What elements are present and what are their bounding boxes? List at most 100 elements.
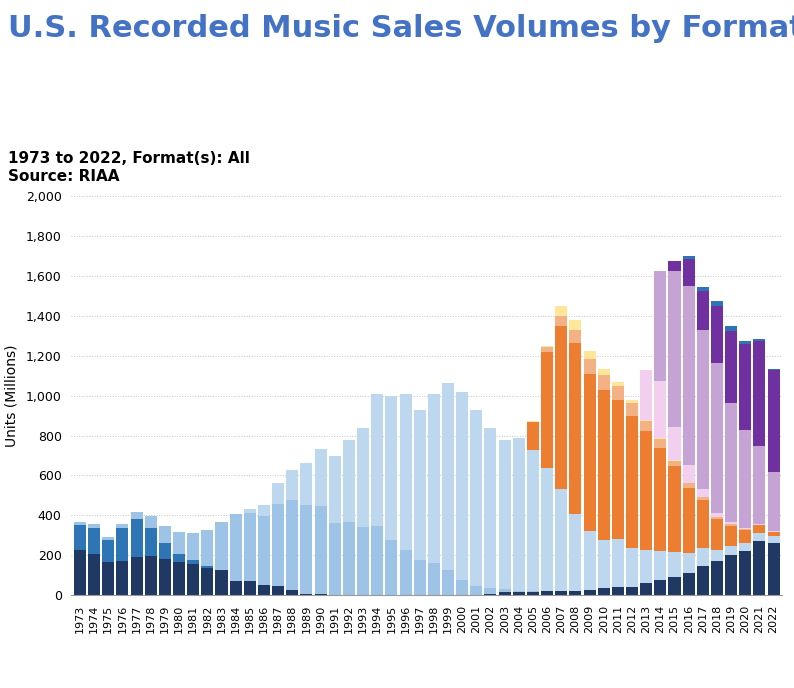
Bar xyxy=(739,341,751,344)
Bar xyxy=(640,550,652,583)
Bar xyxy=(555,305,567,316)
Bar xyxy=(300,505,313,594)
Bar xyxy=(484,428,496,588)
Bar xyxy=(711,306,723,363)
Bar xyxy=(329,456,341,523)
Bar xyxy=(145,516,156,528)
Bar xyxy=(711,363,723,513)
Bar xyxy=(555,489,567,591)
Bar xyxy=(612,386,624,400)
Bar xyxy=(654,551,666,579)
Bar xyxy=(584,351,596,359)
Bar xyxy=(272,484,284,504)
Bar xyxy=(300,464,313,505)
Bar xyxy=(569,330,581,343)
Bar xyxy=(229,515,241,581)
Bar xyxy=(669,461,680,466)
Bar xyxy=(88,524,100,528)
Bar xyxy=(626,548,638,587)
Bar xyxy=(598,540,610,588)
Bar xyxy=(513,591,525,592)
Bar xyxy=(385,540,398,594)
Bar xyxy=(399,394,411,550)
Bar xyxy=(187,533,199,561)
Bar xyxy=(754,341,765,447)
Bar xyxy=(499,592,511,595)
Bar xyxy=(725,402,737,522)
Bar xyxy=(697,548,709,566)
Bar xyxy=(173,555,185,562)
Bar xyxy=(258,585,270,595)
Bar xyxy=(187,564,199,595)
Bar xyxy=(669,261,680,271)
Bar xyxy=(314,506,326,594)
Bar xyxy=(711,513,723,517)
Bar xyxy=(385,396,398,540)
Bar xyxy=(711,301,723,306)
Bar xyxy=(739,530,751,543)
Bar xyxy=(725,522,737,524)
Bar xyxy=(754,447,765,524)
Bar xyxy=(159,559,171,595)
Bar xyxy=(102,540,114,562)
Bar xyxy=(102,537,114,540)
Bar xyxy=(117,524,129,528)
Bar xyxy=(739,551,751,595)
Bar xyxy=(372,526,384,594)
Bar xyxy=(215,522,228,570)
Bar xyxy=(598,390,610,540)
Bar xyxy=(130,557,143,595)
Bar xyxy=(258,505,270,516)
Bar xyxy=(88,528,100,555)
Bar xyxy=(541,345,553,347)
Bar xyxy=(768,370,780,471)
Bar xyxy=(499,440,511,589)
Bar xyxy=(357,428,369,527)
Bar xyxy=(343,522,355,594)
Bar xyxy=(527,592,539,595)
Bar xyxy=(626,402,638,416)
Text: U.S. Recorded Music Sales Volumes by Format: U.S. Recorded Music Sales Volumes by For… xyxy=(8,14,794,43)
Bar xyxy=(357,527,369,594)
Bar xyxy=(244,508,256,513)
Bar xyxy=(202,568,214,595)
Bar xyxy=(287,590,299,595)
Bar xyxy=(272,504,284,585)
Bar xyxy=(329,523,341,594)
Bar xyxy=(598,376,610,390)
Bar xyxy=(527,422,539,451)
Bar xyxy=(584,531,596,590)
Bar xyxy=(683,286,695,465)
Bar xyxy=(654,439,666,448)
Bar xyxy=(130,519,143,557)
Bar xyxy=(640,370,652,420)
Bar xyxy=(739,528,751,530)
Bar xyxy=(768,543,780,595)
Bar xyxy=(74,522,86,525)
Bar xyxy=(725,526,737,546)
Bar xyxy=(202,566,214,568)
Bar xyxy=(414,410,426,561)
Bar xyxy=(414,561,426,594)
Bar xyxy=(399,550,411,594)
Bar xyxy=(244,513,256,581)
Bar xyxy=(640,583,652,595)
Bar xyxy=(725,524,737,526)
Bar xyxy=(456,579,468,594)
Bar xyxy=(584,359,596,374)
Bar xyxy=(768,536,780,543)
Bar xyxy=(272,585,284,595)
Bar xyxy=(725,326,737,331)
Bar xyxy=(74,525,86,550)
Bar xyxy=(669,577,680,595)
Bar xyxy=(117,528,129,561)
Bar xyxy=(598,588,610,595)
Bar xyxy=(669,427,680,460)
Bar xyxy=(739,344,751,430)
Text: Source: RIAA: Source: RIAA xyxy=(8,169,119,184)
Bar xyxy=(484,594,496,595)
Bar xyxy=(541,468,553,591)
Bar xyxy=(372,394,384,526)
Bar xyxy=(754,541,765,595)
Bar xyxy=(697,497,709,500)
